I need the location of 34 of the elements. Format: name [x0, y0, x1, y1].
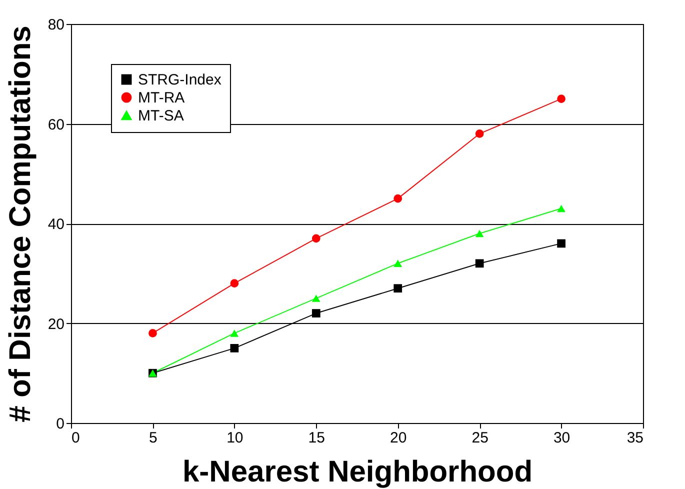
point [557, 204, 566, 212]
point [475, 230, 484, 238]
point [557, 239, 566, 248]
y-axis-title: # of Distance Computations [4, 26, 37, 422]
point [312, 234, 320, 243]
x-tick-label: 0 [72, 430, 80, 446]
legend-label: MT-SA [138, 108, 184, 124]
y-tick-label: 80 [48, 16, 64, 34]
point [148, 329, 157, 338]
y-tick-label: 60 [48, 116, 64, 134]
x-tick-label: 5 [149, 430, 158, 446]
y-tick-label: 20 [48, 316, 64, 333]
point [394, 284, 402, 293]
x-tick-label: 10 [226, 430, 244, 446]
point [312, 294, 320, 302]
y-tick-label: 0 [56, 416, 64, 432]
x-tick-label: 15 [308, 430, 325, 446]
x-tick-label: 35 [626, 430, 644, 446]
legend-label: MT-RA [138, 90, 185, 106]
x-tick-label: 30 [553, 430, 570, 446]
point [475, 259, 484, 268]
legend-label: STRG-Index [138, 72, 222, 88]
point [394, 260, 402, 268]
x-tick-label: 20 [390, 430, 407, 446]
y-tick-label: 40 [48, 216, 64, 233]
x-axis-title: k-Nearest Neighborhood [182, 456, 533, 488]
x-tick-label: 25 [472, 430, 488, 446]
point [230, 344, 239, 352]
point [394, 194, 402, 203]
point [475, 130, 484, 138]
point [312, 309, 320, 318]
point [557, 94, 566, 103]
point [230, 279, 239, 288]
point [230, 330, 239, 337]
